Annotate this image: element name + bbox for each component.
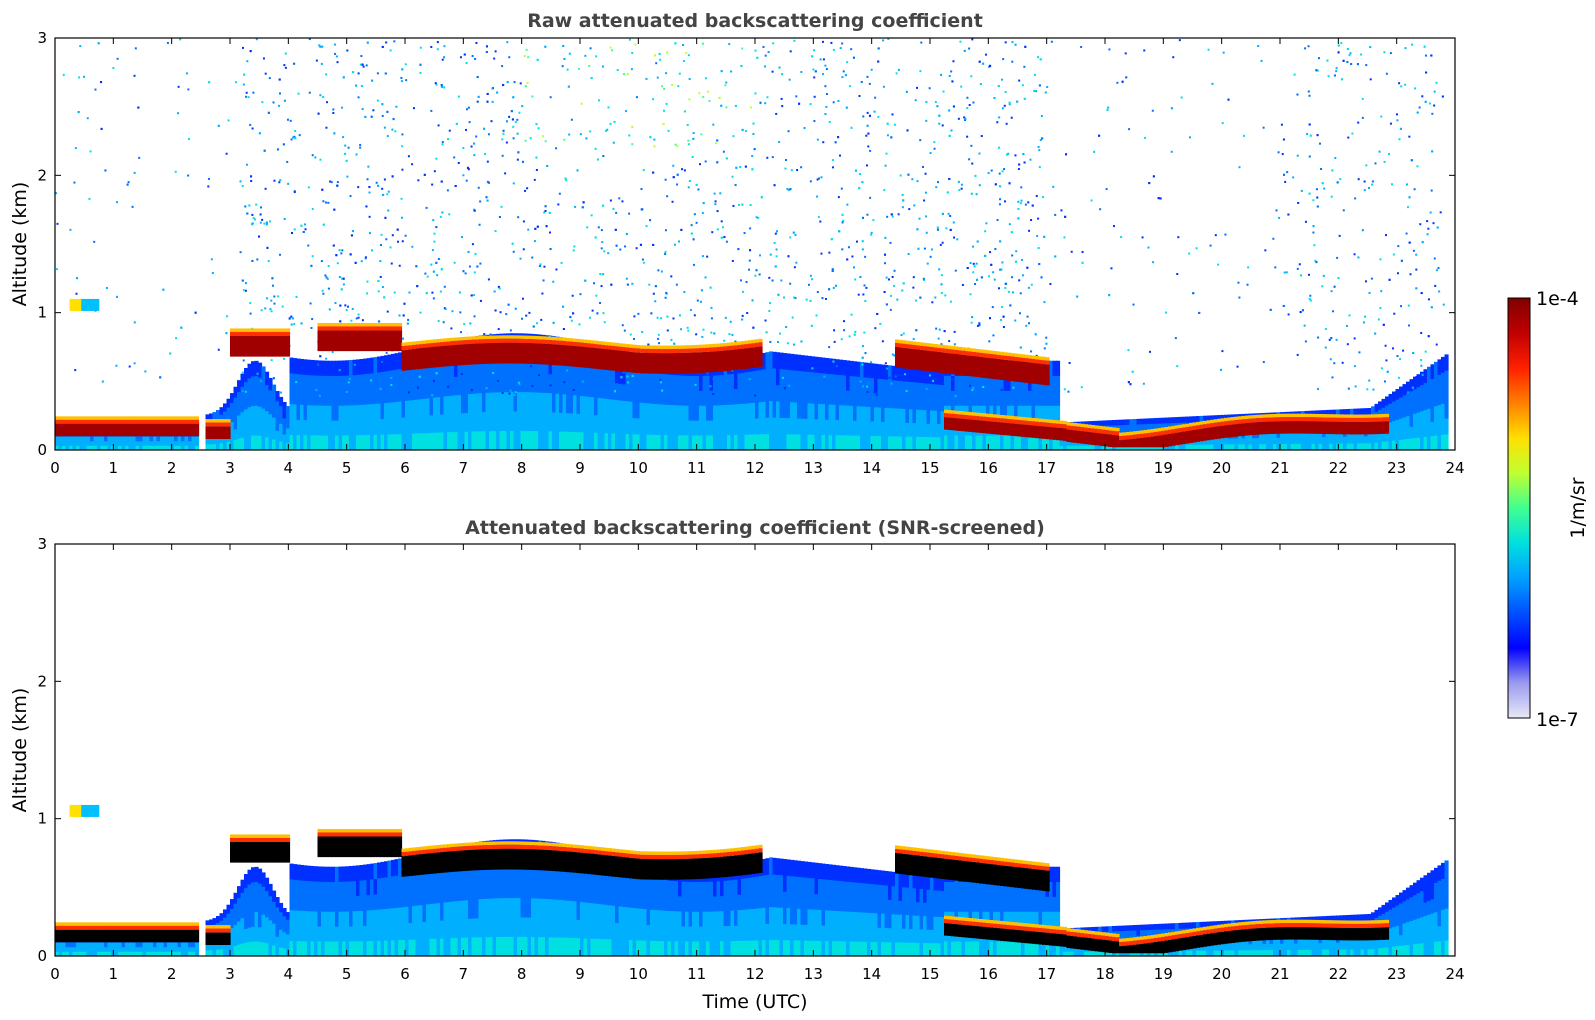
x-tick-label: 6 xyxy=(400,459,410,477)
x-tick-label: 11 xyxy=(687,459,706,477)
x-tick-label: 8 xyxy=(517,965,527,983)
y-tick-label: 0 xyxy=(37,441,47,459)
x-tick-label: 16 xyxy=(979,965,998,983)
x-tick-label: 20 xyxy=(1212,459,1231,477)
y-tick-label: 3 xyxy=(37,535,47,553)
x-tick-label: 21 xyxy=(1270,459,1289,477)
x-tick-label: 22 xyxy=(1329,965,1348,983)
panel-screened: Attenuated backscattering coefficient (S… xyxy=(9,517,1465,1013)
x-tick-label: 1 xyxy=(109,965,119,983)
y-tick-label: 1 xyxy=(37,810,47,828)
x-tick-label: 2 xyxy=(167,965,177,983)
x-tick-label: 14 xyxy=(862,965,881,983)
y-tick-label: 1 xyxy=(37,304,47,322)
x-tick-label: 24 xyxy=(1445,965,1464,983)
x-tick-label: 0 xyxy=(50,459,60,477)
x-tick-label: 17 xyxy=(1037,965,1056,983)
panel-screened-title: Attenuated backscattering coefficient (S… xyxy=(465,517,1045,539)
raw-y-axis: 0 1 2 3 xyxy=(37,29,1455,459)
y-tick-label: 2 xyxy=(37,166,47,184)
x-tick-label: 0 xyxy=(50,965,60,983)
colorbar: 1e-4 1e-7 1/m/sr xyxy=(1507,288,1589,731)
x-tick-label: 8 xyxy=(517,459,527,477)
x-tick-label: 3 xyxy=(225,459,235,477)
x-tick-label: 9 xyxy=(575,459,585,477)
x-tick-label: 7 xyxy=(459,459,469,477)
x-tick-label: 12 xyxy=(745,965,764,983)
panel-raw-title: Raw attenuated backscattering coefficien… xyxy=(527,10,983,32)
raw-heatmap xyxy=(55,38,1449,450)
x-tick-label: 18 xyxy=(1095,459,1114,477)
x-tick-label: 4 xyxy=(284,459,294,477)
y-tick-label: 3 xyxy=(37,29,47,47)
screened-heatmap xyxy=(55,804,1449,956)
x-tick-label: 13 xyxy=(804,965,823,983)
raw-y-axis-label: Altitude (km) xyxy=(9,182,31,307)
x-tick-label: 12 xyxy=(745,459,764,477)
x-tick-label: 24 xyxy=(1445,459,1464,477)
x-tick-label: 6 xyxy=(400,965,410,983)
y-tick-label: 2 xyxy=(37,672,47,690)
x-tick-label: 10 xyxy=(629,459,648,477)
x-tick-label: 7 xyxy=(459,965,469,983)
y-tick-label: 0 xyxy=(37,947,47,965)
x-tick-label: 3 xyxy=(225,965,235,983)
x-tick-label: 5 xyxy=(342,965,352,983)
colorbar-max-label: 1e-4 xyxy=(1536,288,1579,310)
x-tick-label: 5 xyxy=(342,459,352,477)
x-tick-label: 2 xyxy=(167,459,177,477)
x-tick-label: 10 xyxy=(629,965,648,983)
x-tick-label: 21 xyxy=(1270,965,1289,983)
x-tick-label: 18 xyxy=(1095,965,1114,983)
screened-x-axis: 0 1 2 3 4 5 6 7 8 9 10 11 12 13 14 15 16 17 18 19 20 21 22 23 24 xyxy=(50,544,1465,983)
x-tick-label: 23 xyxy=(1387,459,1406,477)
colorbar-bar xyxy=(1507,297,1531,719)
screened-y-axis: 0 1 2 3 xyxy=(37,535,1455,965)
x-tick-label: 15 xyxy=(920,459,939,477)
raw-x-axis: 0 1 2 3 4 5 6 7 8 9 10 11 12 13 14 15 16 17 18 19 20 21 22 23 24 xyxy=(50,38,1465,477)
x-tick-label: 1 xyxy=(109,459,119,477)
x-tick-label: 19 xyxy=(1154,459,1173,477)
x-tick-label: 15 xyxy=(920,965,939,983)
x-tick-label: 20 xyxy=(1212,965,1231,983)
x-tick-label: 4 xyxy=(284,965,294,983)
x-tick-label: 23 xyxy=(1387,965,1406,983)
panel-raw: Raw attenuated backscattering coefficien… xyxy=(9,10,1465,477)
x-tick-label: 19 xyxy=(1154,965,1173,983)
x-tick-label: 13 xyxy=(804,459,823,477)
screened-x-axis-label: Time (UTC) xyxy=(701,991,807,1013)
x-tick-label: 14 xyxy=(862,459,881,477)
x-tick-label: 9 xyxy=(575,965,585,983)
x-tick-label: 11 xyxy=(687,965,706,983)
x-tick-label: 17 xyxy=(1037,459,1056,477)
x-tick-label: 22 xyxy=(1329,459,1348,477)
colorbar-unit-label: 1/m/sr xyxy=(1567,477,1589,538)
colorbar-min-label: 1e-7 xyxy=(1536,709,1579,731)
screened-y-axis-label: Altitude (km) xyxy=(9,688,31,813)
x-tick-label: 16 xyxy=(979,459,998,477)
